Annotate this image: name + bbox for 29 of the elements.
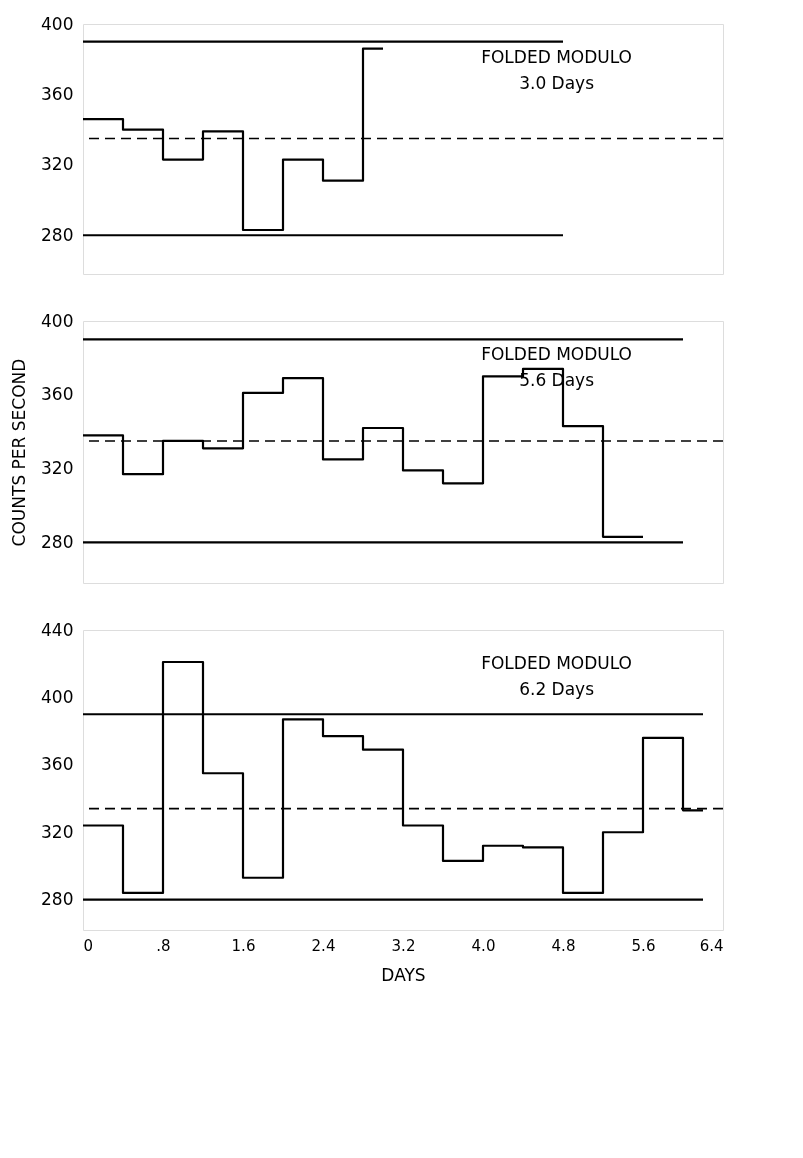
x-tick-label: 0 [83, 936, 94, 955]
y-tick-label: 320 [41, 821, 74, 842]
y-tick-label: 360 [41, 384, 74, 405]
annotation: FOLDED MODULO [481, 653, 632, 673]
y-tick-label: 400 [41, 13, 74, 34]
annotation: 6.2 Days [519, 679, 595, 699]
x-tick-label: .8 [156, 936, 171, 955]
x-tick-label: 4.8 [551, 936, 576, 955]
x-tick-label: 4.0 [471, 936, 496, 955]
x-axis-title: DAYS [381, 964, 426, 985]
y-tick-label: 320 [41, 154, 74, 175]
x-tick-label: 6.4 [699, 936, 724, 955]
y-tick-label: 400 [41, 310, 74, 331]
y-axis-title: COUNTS PER SECOND [9, 358, 30, 547]
x-tick-label: 5.6 [631, 936, 656, 955]
annotation: FOLDED MODULO [481, 47, 632, 67]
y-tick-label: 320 [41, 458, 74, 479]
y-tick-label: 440 [41, 619, 74, 640]
y-tick-label: 360 [41, 754, 74, 775]
x-tick-label: 3.2 [391, 936, 416, 955]
x-tick-label: 1.6 [231, 936, 256, 955]
annotation: FOLDED MODULO [481, 344, 632, 364]
y-tick-label: 400 [41, 686, 74, 707]
y-tick-label: 360 [41, 83, 74, 104]
y-tick-label: 280 [41, 889, 74, 910]
y-tick-label: 280 [41, 224, 74, 245]
annotation: 3.0 Days [519, 73, 595, 93]
y-tick-label: 280 [41, 531, 74, 552]
x-tick-label: 2.4 [311, 936, 336, 955]
